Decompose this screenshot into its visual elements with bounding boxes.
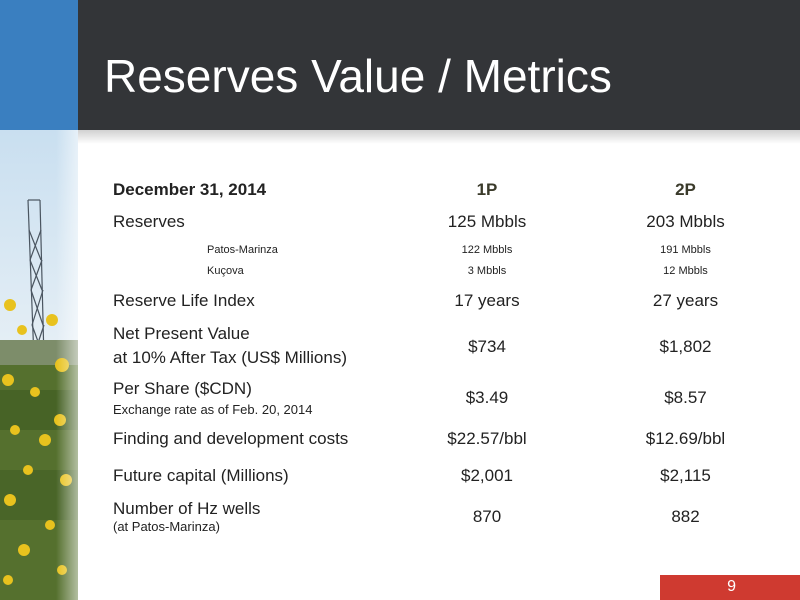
- row-value-2p: 12 Mbbls: [663, 265, 708, 277]
- row-label: Reserve Life Index: [113, 291, 255, 310]
- page-number: 9: [727, 578, 736, 595]
- row-value-1p: 3 Mbbls: [467, 265, 507, 277]
- reserves-table: December 31, 2014 1P 2P Reserves 125 Mbb…: [113, 0, 800, 600]
- photo-fade-overlay: [56, 130, 78, 600]
- row-label: Finding and development costs: [113, 429, 349, 448]
- blue-accent-block: [0, 0, 78, 130]
- row-value-1p: $2,001: [461, 466, 513, 485]
- row-value-1p: 122 Mbbls: [461, 244, 513, 256]
- row-note: (at Patos-Marinza): [113, 519, 220, 534]
- row-value-2p: $1,802: [659, 337, 712, 356]
- row-value-1p: 17 years: [454, 291, 520, 310]
- decorative-side-strip: [0, 0, 78, 600]
- header-col-2p: 2P: [675, 180, 696, 199]
- row-label: Number of Hz wells: [113, 499, 261, 518]
- row-value-2p: $2,115: [660, 466, 711, 485]
- slide-title: Reserves Value / Metrics: [104, 50, 612, 102]
- row-value-2p: $8.57: [664, 388, 707, 407]
- row-value-2p: 203 Mbbls: [646, 212, 725, 231]
- row-value-1p: $734: [468, 337, 506, 356]
- row-value-2p: 27 years: [652, 291, 719, 310]
- row-value-2p: $12.69/bbl: [645, 429, 726, 448]
- row-label: Net Present Value: [113, 324, 250, 343]
- page-number-badge: 9: [660, 575, 800, 600]
- row-label-line2: at 10% After Tax (US$ Millions): [113, 348, 347, 367]
- row-sublabel: Kuçova: [207, 265, 244, 277]
- title-bar: Reserves Value / Metrics: [78, 0, 800, 130]
- header-shadow: [78, 130, 800, 144]
- row-value-2p: 882: [671, 507, 700, 526]
- header-date-label: December 31, 2014: [113, 180, 267, 199]
- row-value-1p: $22.57/bbl: [447, 429, 527, 448]
- row-label: Future capital (Millions): [113, 466, 289, 485]
- row-note: Exchange rate as of Feb. 20, 2014: [113, 402, 313, 417]
- row-label: Reserves: [113, 212, 185, 231]
- row-value-1p: 870: [472, 507, 502, 526]
- row-label: Per Share ($CDN): [113, 379, 252, 398]
- row-value-1p: 125 Mbbls: [447, 212, 527, 231]
- header-col-1p: 1P: [476, 180, 498, 199]
- row-value-1p: $3.49: [465, 388, 509, 407]
- row-value-2p: 191 Mbbls: [660, 244, 711, 256]
- row-sublabel: Patos-Marinza: [207, 244, 278, 256]
